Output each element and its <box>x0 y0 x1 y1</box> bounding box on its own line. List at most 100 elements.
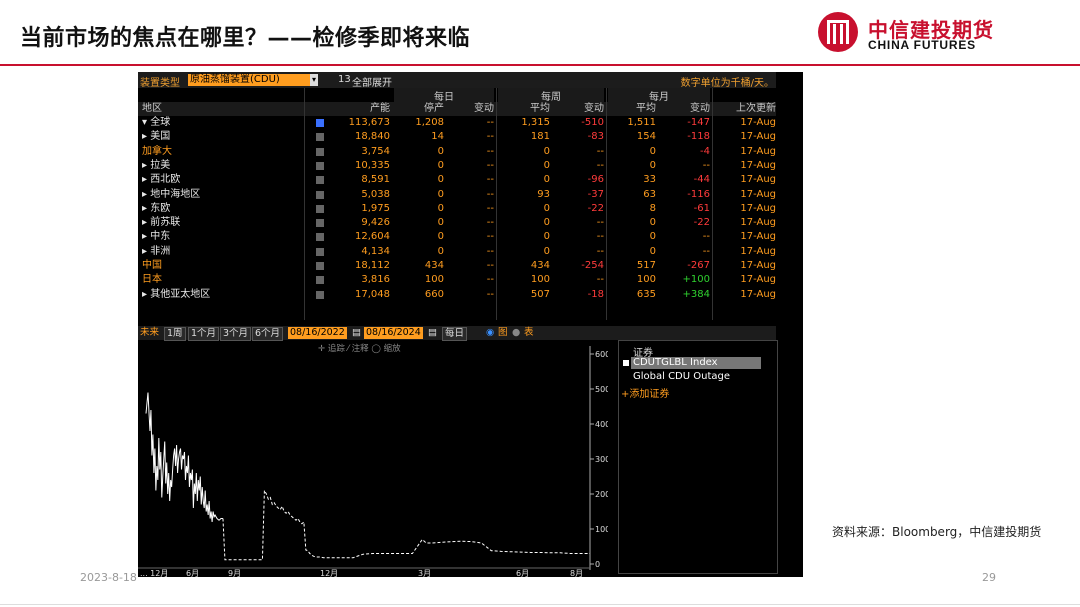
future-toggle[interactable]: 未来 <box>140 327 160 338</box>
col-divider <box>606 88 607 320</box>
cell-updated: 17-Aug <box>740 202 776 214</box>
cell-capacity: 3,754 <box>361 145 390 157</box>
cell-m-chg: -- <box>702 159 710 171</box>
row-checkbox[interactable] <box>316 147 324 156</box>
row-region[interactable]: ▸ 中东 <box>142 231 171 243</box>
add-security-button[interactable]: +添加证券 <box>621 389 670 400</box>
table-row[interactable]: ▸ 地中海地区 5,038 0 -- 93 -37 63 -116 17-Aug <box>138 188 776 202</box>
cell-w-chg: -254 <box>581 260 604 271</box>
row-checkbox[interactable] <box>316 247 324 256</box>
period-1w-button[interactable]: 1周 <box>164 327 186 341</box>
row-checkbox[interactable] <box>316 161 324 170</box>
unit-type-select[interactable]: 原油蒸馏装置(CDU) <box>188 74 310 86</box>
expand-all-number[interactable]: 13 <box>338 74 351 85</box>
x-tick-label: 8月 <box>570 569 583 577</box>
col-region[interactable]: 地区 <box>142 103 162 114</box>
row-region[interactable]: ▾ 全球 <box>142 117 171 128</box>
cell-m-avg: 517 <box>636 260 656 271</box>
row-region[interactable]: ▸ 前苏联 <box>142 217 181 229</box>
x-tick-label: 9月 <box>228 569 241 577</box>
page-number: 29 <box>982 571 996 584</box>
calendar-icon[interactable]: ▤ <box>428 327 437 338</box>
chart-mode-label[interactable]: 图 <box>498 327 508 338</box>
table-row[interactable]: ▸ 前苏联 9,426 0 -- 0 -- 0 -22 17-Aug <box>138 216 776 230</box>
y-tick-label: 1000 <box>595 525 608 534</box>
legend-header: 证券 <box>633 348 653 359</box>
table-row[interactable]: 中国 18,112 434 -- 434 -254 517 -267 17-Aug <box>138 259 776 273</box>
cell-w-avg: 93 <box>537 188 550 200</box>
row-region[interactable]: ▸ 非洲 <box>142 245 171 257</box>
table-row[interactable]: ▾ 全球 113,673 1,208 -- 1,315 -510 1,511 -147 17-A… <box>138 116 776 130</box>
col-change[interactable]: 变动 <box>474 103 494 114</box>
row-checkbox[interactable] <box>316 119 324 127</box>
row-checkbox[interactable] <box>316 276 324 285</box>
frequency-select[interactable]: 每日 <box>442 327 468 341</box>
row-region[interactable]: 加拿大 <box>142 145 172 157</box>
row-checkbox[interactable] <box>316 233 324 242</box>
table-row[interactable]: ▸ 非洲 4,134 0 -- 0 -- 0 -- 17-Aug <box>138 245 776 259</box>
cell-updated: 17-Aug <box>740 288 776 300</box>
chart-mode-radio-icon[interactable]: ◉ <box>486 327 495 338</box>
row-checkbox[interactable] <box>316 219 324 228</box>
col-last-updated[interactable]: 上次更新 <box>736 103 776 114</box>
cell-w-chg: -22 <box>587 202 604 214</box>
cell-updated: 17-Aug <box>740 117 776 128</box>
table-mode-radio-icon[interactable]: ● <box>512 327 521 338</box>
table-row[interactable]: ▸ 拉美 10,335 0 -- 0 -- 0 -- 17-Aug <box>138 159 776 173</box>
table-mode-label[interactable]: 表 <box>524 327 534 338</box>
expand-all-button[interactable]: 全部展开 <box>352 78 392 89</box>
period-3m-button[interactable]: 3个月 <box>220 327 252 341</box>
y-tick-label: 6000 <box>595 350 608 359</box>
row-region[interactable]: ▸ 东欧 <box>142 202 171 214</box>
row-region[interactable]: 中国 <box>142 260 162 271</box>
col-capacity[interactable]: 产能 <box>370 103 390 114</box>
bloomberg-terminal-panel: 装置类型 原油蒸馏装置(CDU) ▾ 13 全部展开 数字单位为千桶/天。 每日… <box>138 72 803 577</box>
row-region[interactable]: 日本 <box>142 274 162 286</box>
col-weekly-change[interactable]: 变动 <box>584 103 604 114</box>
company-logo: 中信建投期货 CHINA FUTURES <box>818 12 1008 56</box>
row-checkbox[interactable] <box>316 204 324 213</box>
calendar-icon[interactable]: ▤ <box>352 327 361 338</box>
slide-title: 当前市场的焦点在哪里？——检修季即将来临 <box>20 26 471 51</box>
date-to-input[interactable]: 08/16/2024 <box>364 327 423 339</box>
cell-w-chg: -- <box>596 274 604 286</box>
row-checkbox[interactable] <box>316 176 324 185</box>
cell-w-chg: -510 <box>581 117 604 128</box>
row-region[interactable]: ▸ 西北欧 <box>142 174 181 186</box>
cell-change: -- <box>486 188 494 200</box>
y-tick-label: 5000 <box>595 385 608 394</box>
table-row[interactable]: ▸ 东欧 1,975 0 -- 0 -22 8 -61 17-Aug <box>138 202 776 216</box>
col-monthly-change[interactable]: 变动 <box>690 103 710 114</box>
row-checkbox[interactable] <box>316 262 324 270</box>
table-row[interactable]: ▸ 中东 12,604 0 -- 0 -- 0 -- 17-Aug <box>138 230 776 244</box>
cell-w-avg: 0 <box>543 231 550 243</box>
row-checkbox[interactable] <box>316 190 324 199</box>
table-header-row: 地区 产能 停产 变动 平均 变动 平均 变动 上次更新 <box>138 102 776 117</box>
row-region[interactable]: ▸ 地中海地区 <box>142 188 201 200</box>
table-row[interactable]: ▸ 西北欧 8,591 0 -- 0 -96 33 -44 17-Aug <box>138 173 776 187</box>
col-monthly-avg[interactable]: 平均 <box>636 103 656 114</box>
row-checkbox[interactable] <box>316 290 324 299</box>
cell-w-chg: -- <box>596 245 604 257</box>
cell-m-avg: 154 <box>636 131 656 143</box>
cell-outage: 14 <box>431 131 444 143</box>
row-checkbox[interactable] <box>316 133 324 142</box>
table-row[interactable]: 加拿大 3,754 0 -- 0 -- 0 -4 17-Aug <box>138 145 776 159</box>
date-from-input[interactable]: 08/16/2022 <box>288 327 347 339</box>
cell-capacity: 9,426 <box>361 217 390 229</box>
table-row[interactable]: 日本 3,816 100 -- 100 -- 100 +100 17-Aug <box>138 273 776 287</box>
row-region[interactable]: ▸ 拉美 <box>142 159 171 171</box>
chart-tools[interactable]: ✛ 追踪 ⁄ 注释 ◯ 缩放 <box>318 344 401 354</box>
row-region[interactable]: ▸ 其他亚太地区 <box>142 288 211 300</box>
period-6m-button[interactable]: 6个月 <box>252 327 284 341</box>
chevron-down-icon[interactable]: ▾ <box>310 74 318 86</box>
period-1m-button[interactable]: 1个月 <box>188 327 220 341</box>
col-weekly-avg[interactable]: 平均 <box>530 103 550 114</box>
table-row[interactable]: ▸ 美国 18,840 14 -- 181 -83 154 -118 17-Aug <box>138 130 776 144</box>
table-row[interactable]: ▸ 其他亚太地区 17,048 660 -- 507 -18 635 +384 17-Aug <box>138 288 776 302</box>
col-outage[interactable]: 停产 <box>424 103 444 114</box>
cell-outage: 660 <box>424 288 444 300</box>
cell-updated: 17-Aug <box>740 188 776 200</box>
row-region[interactable]: ▸ 美国 <box>142 131 171 143</box>
legend-ticker[interactable]: CDUTGLBL Index <box>631 357 761 369</box>
